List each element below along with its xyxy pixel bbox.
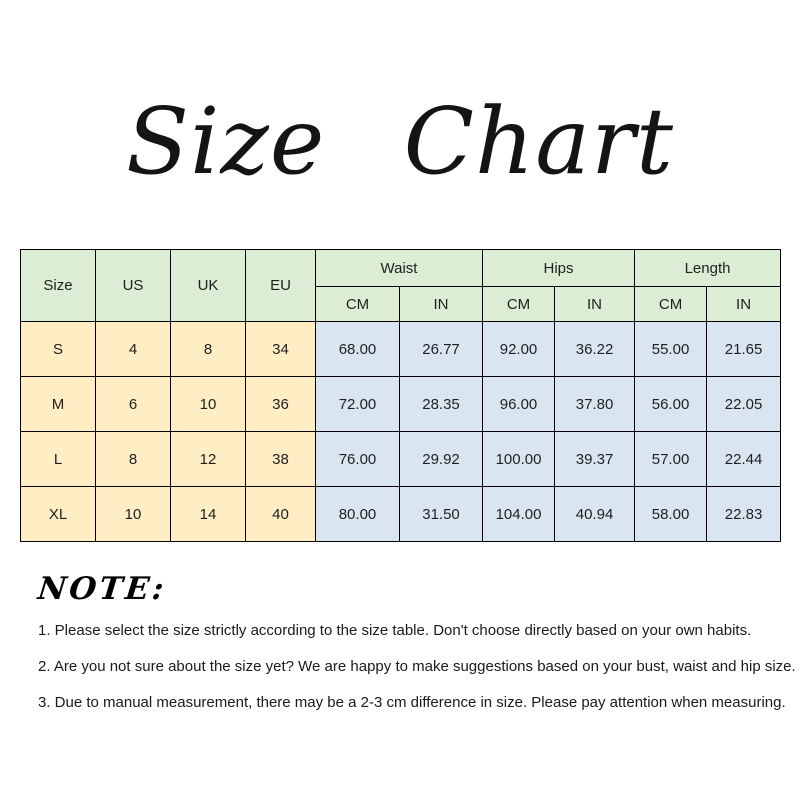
cell-uk: 12 xyxy=(170,431,246,487)
note-item-1: 1. Please select the size strictly accor… xyxy=(38,622,752,639)
cell-waist-in: 31.50 xyxy=(398,486,484,542)
unit-header-hips-in: IN xyxy=(554,286,636,322)
note-item-2: 2. Are you not sure about the size yet? … xyxy=(38,658,796,675)
note-heading: NOTE: xyxy=(36,571,169,607)
unit-header-length-in: IN xyxy=(706,286,782,322)
cell-eu: 36 xyxy=(245,376,316,432)
cell-hips-cm: 100.00 xyxy=(482,431,556,487)
cell-length-cm: 58.00 xyxy=(634,486,708,542)
cell-hips-cm: 96.00 xyxy=(482,376,556,432)
cell-us: 6 xyxy=(95,376,171,432)
cell-us: 4 xyxy=(95,321,171,377)
notes-list: 1. Please select the size strictly accor… xyxy=(38,623,800,710)
unit-header-waist-in: IN xyxy=(398,286,484,322)
cell-waist-cm: 72.00 xyxy=(315,376,400,432)
cell-eu: 38 xyxy=(245,431,316,487)
table-header-row-groups: Size US UK EU Waist Hips Length xyxy=(20,249,782,322)
cell-eu: 34 xyxy=(245,321,316,377)
group-header-length: Length xyxy=(634,249,782,287)
cell-uk: 8 xyxy=(170,321,246,377)
col-header-size: Size xyxy=(20,249,96,322)
cell-size: M xyxy=(20,376,96,432)
group-header-waist: Waist xyxy=(314,249,484,287)
col-header-eu: EU xyxy=(245,249,316,322)
page-title: Size Chart xyxy=(125,88,675,195)
size-table-container: Size US UK EU Waist Hips Length CM IN CM… xyxy=(20,249,782,542)
table-header-row-units: CM IN CM IN CM IN xyxy=(21,286,782,322)
cell-waist-cm: 76.00 xyxy=(315,431,400,487)
cell-size: S xyxy=(20,321,96,377)
cell-length-in: 21.65 xyxy=(706,321,782,377)
col-header-us: US xyxy=(95,249,171,322)
cell-hips-in: 40.94 xyxy=(554,486,636,542)
cell-waist-in: 29.92 xyxy=(398,431,484,487)
table-row-l: L 8 12 38 76.00 29.92 100.00 39.37 57.00… xyxy=(20,431,782,487)
cell-hips-in: 36.22 xyxy=(554,321,636,377)
cell-size: XL xyxy=(20,486,96,542)
note-item-3: 3. Due to manual measurement, there may … xyxy=(38,694,786,711)
col-header-uk: UK xyxy=(170,249,246,322)
cell-length-in: 22.44 xyxy=(706,431,782,487)
cell-uk: 14 xyxy=(170,486,246,542)
table-row-m: M 6 10 36 72.00 28.35 96.00 37.80 56.00 … xyxy=(20,376,782,432)
cell-waist-cm: 68.00 xyxy=(315,321,400,377)
size-table: Size US UK EU Waist Hips Length CM IN CM… xyxy=(20,249,782,542)
cell-length-in: 22.83 xyxy=(706,486,782,542)
cell-us: 8 xyxy=(95,431,171,487)
table-row-xl: XL 10 14 40 80.00 31.50 104.00 40.94 58.… xyxy=(20,486,782,542)
cell-size: L xyxy=(20,431,96,487)
cell-uk: 10 xyxy=(170,376,246,432)
cell-hips-in: 39.37 xyxy=(554,431,636,487)
cell-length-cm: 57.00 xyxy=(634,431,708,487)
cell-us: 10 xyxy=(95,486,171,542)
unit-header-length-cm: CM xyxy=(634,286,708,322)
unit-header-waist-cm: CM xyxy=(315,286,400,322)
cell-hips-cm: 104.00 xyxy=(482,486,556,542)
cell-waist-in: 26.77 xyxy=(398,321,484,377)
cell-hips-in: 37.80 xyxy=(554,376,636,432)
group-header-hips: Hips xyxy=(482,249,636,287)
cell-length-cm: 55.00 xyxy=(634,321,708,377)
cell-waist-cm: 80.00 xyxy=(315,486,400,542)
cell-length-in: 22.05 xyxy=(706,376,782,432)
table-row-s: S 4 8 34 68.00 26.77 92.00 36.22 55.00 2… xyxy=(20,321,782,377)
cell-hips-cm: 92.00 xyxy=(482,321,556,377)
cell-waist-in: 28.35 xyxy=(398,376,484,432)
unit-header-hips-cm: CM xyxy=(482,286,556,322)
cell-eu: 40 xyxy=(245,486,316,542)
cell-length-cm: 56.00 xyxy=(634,376,708,432)
